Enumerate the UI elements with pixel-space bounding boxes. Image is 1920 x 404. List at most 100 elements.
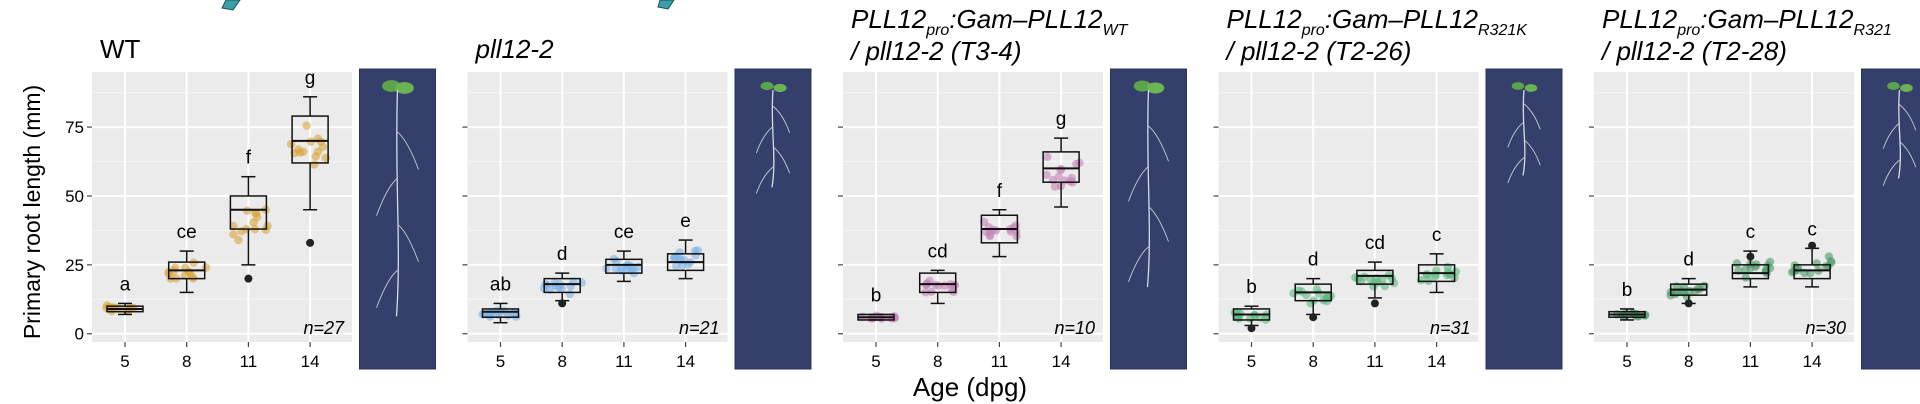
panel-2: 5 8 11 14 pll12-2 ab d ce e n=21 — [462, 34, 812, 371]
seedling-lateral-root — [1882, 159, 1900, 186]
significance-letter: a — [120, 274, 131, 295]
significance-letter: ce — [614, 222, 634, 243]
data-point — [1050, 182, 1060, 191]
data-point — [229, 221, 238, 231]
photo-border — [1110, 68, 1187, 370]
box-8: d — [1666, 250, 1709, 305]
seedling-root — [771, 89, 775, 188]
box-iqr — [1731, 264, 1770, 280]
data-point — [318, 142, 328, 152]
data-point — [229, 230, 238, 239]
y-tick-label: 50 — [65, 187, 84, 206]
outlier-point — [1309, 313, 1318, 322]
seedling-lateral-root — [772, 146, 791, 174]
significance-letter: g — [305, 68, 316, 89]
title-segment: pro — [1301, 22, 1325, 39]
box-5: b — [857, 285, 899, 323]
title-segment: :Gam–PLL12 — [1700, 4, 1854, 34]
outlier-point — [306, 238, 315, 247]
title-segment: :Gam–PLL12 — [949, 4, 1103, 34]
title-segment: / pll12-2 (T3-4) — [849, 36, 1022, 66]
data-point — [1012, 232, 1021, 241]
significance-letter: c — [1807, 219, 1817, 240]
seedling-photo — [1110, 68, 1187, 370]
photo-border — [1861, 68, 1920, 370]
data-point — [310, 160, 319, 169]
seedling-photo — [1861, 68, 1920, 370]
box-14: c — [1787, 219, 1836, 288]
title-segment: WT — [100, 34, 141, 64]
x-axis-title: Age (dpg) — [913, 372, 1027, 402]
seedling-lateral-root — [1899, 104, 1917, 131]
title-segment: PLL12 — [1602, 4, 1678, 34]
title-segment: PLL12 — [851, 4, 927, 34]
title-segment: pll12-2 — [475, 34, 555, 64]
data-point — [940, 281, 950, 290]
decor-fragment-right — [657, 0, 675, 10]
sample-size-label: n=31 — [1430, 318, 1471, 338]
x-tick-label: 8 — [1308, 352, 1317, 371]
outlier-point — [1684, 299, 1693, 308]
x-tick-label: 8 — [557, 352, 566, 371]
seedling-lateral-root — [772, 105, 791, 133]
sample-size-label: n=30 — [1805, 318, 1846, 338]
plot-background — [92, 72, 352, 342]
panel-title-line-1: pll12-2 — [475, 34, 555, 64]
significance-letter: e — [680, 211, 691, 232]
seedling-leaf — [1887, 82, 1900, 90]
data-point — [286, 139, 296, 149]
seedling-lateral-root — [1523, 103, 1541, 130]
box-5: ab — [478, 274, 521, 324]
box-iqr — [291, 115, 329, 164]
x-tick-label: 11 — [991, 352, 1009, 371]
seedling-lateral-root — [1148, 125, 1169, 162]
data-point — [234, 235, 243, 245]
sample-size-label: n=27 — [303, 318, 345, 338]
plot-background — [1594, 72, 1854, 342]
seedling-root — [395, 89, 399, 317]
decor-fragment-left — [221, 0, 241, 11]
box-5: a — [102, 274, 144, 316]
panel-title-line-1: PLL12pro:Gam–PLL12R321K — [1227, 4, 1529, 39]
plot-background — [467, 72, 728, 342]
panel-title-line-1: PLL12pro:Gam–PLL12WT — [851, 4, 1129, 39]
seedling-root — [1146, 89, 1151, 288]
x-tick-label: 8 — [182, 352, 191, 371]
box-iqr — [481, 308, 520, 318]
significance-letter: g — [1056, 109, 1067, 130]
panel-title-line-1: WT — [100, 34, 141, 64]
seedling-root — [1522, 89, 1526, 176]
data-point — [577, 278, 587, 287]
box-14: e — [666, 211, 705, 280]
data-point — [622, 265, 632, 274]
seedling-lateral-root — [1128, 246, 1149, 282]
seedling-lateral-root — [755, 126, 774, 154]
box-8: d — [1289, 250, 1336, 316]
significance-letter: ce — [177, 222, 197, 243]
data-point — [1430, 272, 1440, 281]
panel-1: 0 25 50 75 5 8 11 14 WT a ce f g n=27 — [65, 34, 436, 371]
x-tick-label: 8 — [1684, 352, 1693, 371]
significance-letter: cd — [928, 241, 948, 262]
seedling-lateral-root — [397, 223, 419, 262]
box-iqr — [918, 272, 957, 294]
seedling-photo — [734, 68, 812, 370]
box-iqr — [1793, 264, 1831, 280]
box-iqr — [1356, 269, 1394, 285]
data-point — [1812, 259, 1821, 268]
data-point — [1787, 268, 1797, 277]
box-8: cd — [918, 241, 959, 305]
sample-size-label: n=10 — [1054, 318, 1095, 338]
data-point — [252, 213, 262, 222]
seedling-lateral-root — [1882, 122, 1900, 149]
photo-background — [1861, 69, 1920, 369]
data-point — [1741, 273, 1750, 282]
outlier-point — [558, 299, 567, 308]
data-point — [1732, 259, 1742, 268]
x-tick-label: 11 — [240, 352, 258, 371]
box-8: d — [539, 244, 587, 302]
